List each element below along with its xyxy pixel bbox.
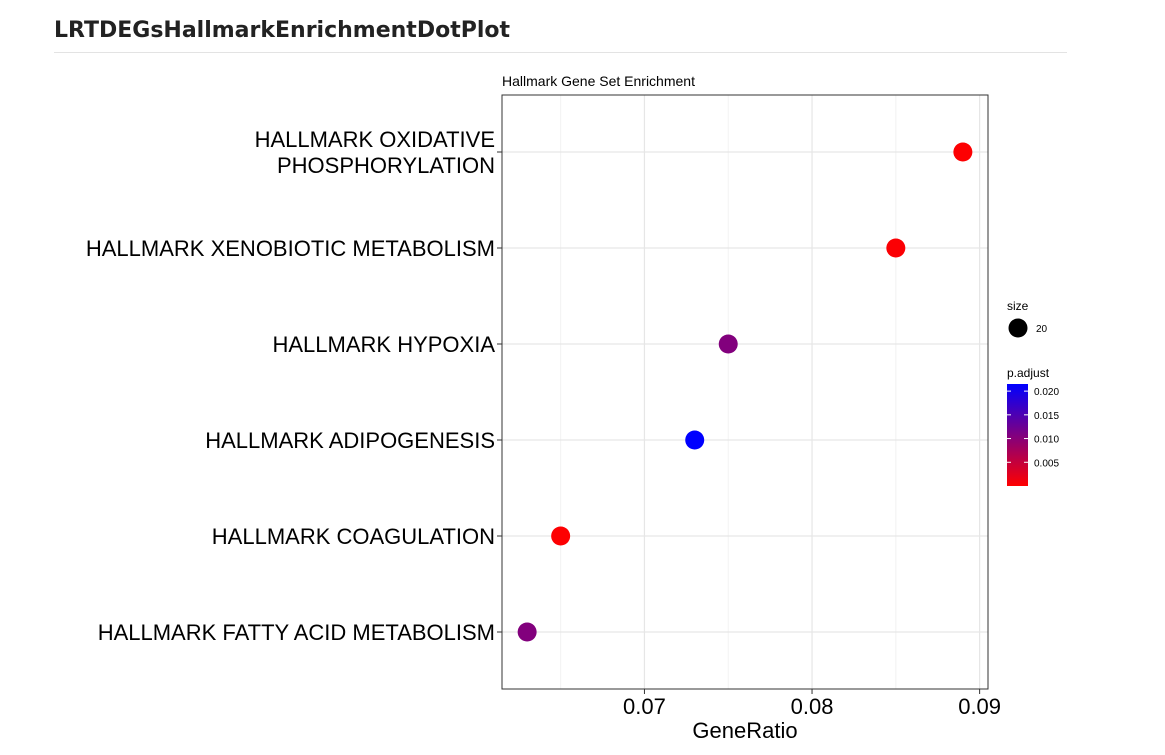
x-tick-label: 0.07 bbox=[623, 694, 666, 719]
category-label: PHOSPHORYLATION bbox=[277, 153, 495, 178]
category-label: HALLMARK FATTY ACID METABOLISM bbox=[98, 620, 495, 645]
category-label: HALLMARK COAGULATION bbox=[212, 524, 495, 549]
plot-border bbox=[501, 94, 989, 690]
data-point bbox=[886, 238, 906, 258]
category-label: HALLMARK HYPOXIA bbox=[272, 332, 495, 357]
x-axis-label: GeneRatio bbox=[692, 718, 797, 743]
legend-color-tick-label: 0.005 bbox=[1034, 458, 1059, 469]
x-tick-label: 0.08 bbox=[791, 694, 834, 719]
legend-size-label: 20 bbox=[1036, 324, 1048, 335]
data-point bbox=[517, 622, 537, 642]
chart-title: Hallmark Gene Set Enrichment bbox=[502, 73, 695, 89]
heading-divider bbox=[54, 52, 1067, 53]
legend-color-tick-label: 0.010 bbox=[1034, 435, 1059, 446]
category-label: HALLMARK ADIPOGENESIS bbox=[205, 428, 495, 453]
category-label: HALLMARK XENOBIOTIC METABOLISM bbox=[86, 236, 495, 261]
legend-color-tick-label: 0.020 bbox=[1034, 387, 1059, 398]
data-point bbox=[953, 142, 973, 162]
data-point bbox=[685, 430, 705, 450]
legend-size-title: size bbox=[1007, 299, 1029, 313]
category-label: HALLMARK OXIDATIVE bbox=[255, 127, 495, 152]
plot-panel bbox=[502, 95, 988, 689]
data-point bbox=[718, 334, 738, 354]
page-heading: LRTDEGsHallmarkEnrichmentDotPlot bbox=[54, 18, 511, 43]
legend-size-key bbox=[1008, 318, 1028, 338]
legend-color-bar bbox=[1007, 384, 1028, 486]
legend-color-title: p.adjust bbox=[1007, 366, 1050, 380]
x-tick-label: 0.09 bbox=[958, 694, 1001, 719]
legend-color-tick-label: 0.015 bbox=[1034, 411, 1059, 422]
data-point bbox=[551, 526, 571, 546]
